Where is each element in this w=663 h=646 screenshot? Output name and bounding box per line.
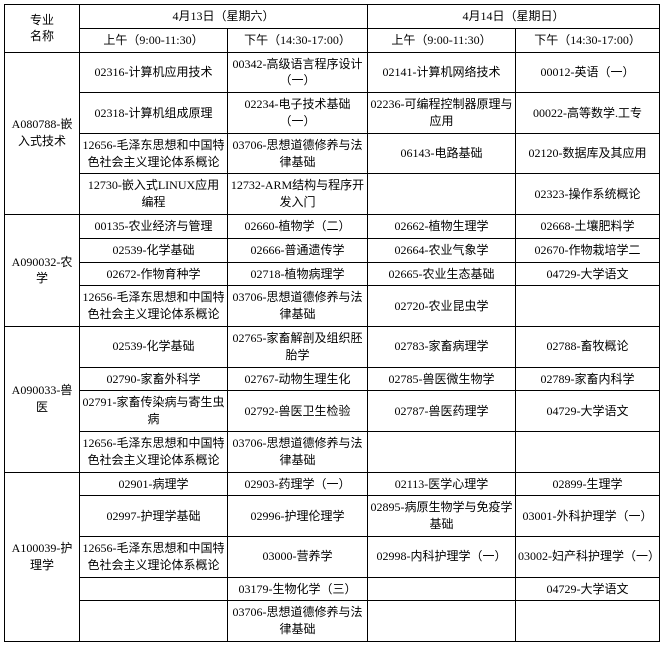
course-cell: 02316-计算机应用技术 bbox=[80, 52, 228, 93]
major-name: A080788-嵌入式技术 bbox=[5, 52, 80, 214]
table-row: 12730-嵌入式LINUX应用编程12732-ARM结构与程序开发入门 0232… bbox=[5, 174, 660, 215]
table-row: 12656-毛泽东思想和中国特色社会主义理论体系概论03706-思想道德修养与法… bbox=[5, 431, 660, 472]
table-row: 02539-化学基础02666-普通遗传学02664-农业气象学02670-作物… bbox=[5, 238, 660, 262]
course-cell: 00342-高级语言程序设计（一） bbox=[228, 52, 368, 93]
header-d2-am: 上午（9:00-11:30） bbox=[368, 28, 516, 52]
course-cell: 02996-护理伦理学 bbox=[228, 496, 368, 537]
course-cell: 03706-思想道德修养与法律基础 bbox=[228, 431, 368, 472]
table-row: A100039-护理学02901-病理学02903-药理学（一）02113-医学… bbox=[5, 472, 660, 496]
course-cell: 02720-农业昆虫学 bbox=[368, 286, 516, 327]
course-cell: 02670-作物栽培学二 bbox=[516, 238, 660, 262]
course-cell bbox=[368, 577, 516, 601]
table-row: A090032-农学00135-农业经济与管理02660-植物学（二）02662… bbox=[5, 214, 660, 238]
course-cell: 00012-英语（一） bbox=[516, 52, 660, 93]
course-cell: 02120-数据库及其应用 bbox=[516, 133, 660, 174]
course-cell bbox=[516, 286, 660, 327]
table-row: 12656-毛泽东思想和中国特色社会主义理论体系概论03706-思想道德修养与法… bbox=[5, 286, 660, 327]
course-cell: 02997-护理学基础 bbox=[80, 496, 228, 537]
course-cell: 02660-植物学（二） bbox=[228, 214, 368, 238]
course-cell: 02113-医学心理学 bbox=[368, 472, 516, 496]
course-cell: 03001-外科护理学（一） bbox=[516, 496, 660, 537]
course-cell bbox=[368, 601, 516, 642]
header-day1: 4月13日（星期六） bbox=[80, 5, 368, 29]
course-cell: 03706-思想道德修养与法律基础 bbox=[228, 286, 368, 327]
table-row: 02790-家畜外科学02767-动物生理生化02785-兽医微生物学02789… bbox=[5, 367, 660, 391]
course-cell: 02665-农业生态基础 bbox=[368, 262, 516, 286]
table-row: A090033-兽医02539-化学基础02765-家畜解剖及组织胚胎学0278… bbox=[5, 326, 660, 367]
header-d1-pm: 下午（14:30-17:00） bbox=[228, 28, 368, 52]
course-cell: 02236-可编程控制器原理与应用 bbox=[368, 93, 516, 134]
table-row: 03706-思想道德修养与法律基础 bbox=[5, 601, 660, 642]
course-cell bbox=[80, 577, 228, 601]
major-name: A090032-农学 bbox=[5, 214, 80, 326]
course-cell: 02785-兽医微生物学 bbox=[368, 367, 516, 391]
course-cell: 06143-电路基础 bbox=[368, 133, 516, 174]
course-cell: 00135-农业经济与管理 bbox=[80, 214, 228, 238]
course-cell: 02788-畜牧概论 bbox=[516, 326, 660, 367]
major-name: A100039-护理学 bbox=[5, 472, 80, 641]
course-cell: 12656-毛泽东思想和中国特色社会主义理论体系概论 bbox=[80, 536, 228, 577]
table-row: 02791-家畜传染病与寄生虫病02792-兽医卫生检验02787-兽医药理学0… bbox=[5, 391, 660, 432]
table-row: 12656-毛泽东思想和中国特色社会主义理论体系概论03706-思想道德修养与法… bbox=[5, 133, 660, 174]
table-row: A080788-嵌入式技术02316-计算机应用技术00342-高级语言程序设计… bbox=[5, 52, 660, 93]
course-cell: 02899-生理学 bbox=[516, 472, 660, 496]
course-cell: 02787-兽医药理学 bbox=[368, 391, 516, 432]
course-cell: 04729-大学语文 bbox=[516, 391, 660, 432]
course-cell bbox=[80, 601, 228, 642]
course-cell: 02141-计算机网络技术 bbox=[368, 52, 516, 93]
course-cell: 03179-生物化学（三） bbox=[228, 577, 368, 601]
course-cell: 02539-化学基础 bbox=[80, 238, 228, 262]
schedule-table: 专业名称4月13日（星期六）4月14日（星期日）上午（9:00-11:30）下午… bbox=[4, 4, 660, 642]
course-cell: 02718-植物病理学 bbox=[228, 262, 368, 286]
course-cell: 02790-家畜外科学 bbox=[80, 367, 228, 391]
header-d1-am: 上午（9:00-11:30） bbox=[80, 28, 228, 52]
course-cell: 02789-家畜内科学 bbox=[516, 367, 660, 391]
course-cell: 02662-植物生理学 bbox=[368, 214, 516, 238]
course-cell: 02765-家畜解剖及组织胚胎学 bbox=[228, 326, 368, 367]
course-cell: 02767-动物生理生化 bbox=[228, 367, 368, 391]
course-cell: 02792-兽医卫生检验 bbox=[228, 391, 368, 432]
course-cell: 02901-病理学 bbox=[80, 472, 228, 496]
course-cell: 03000-营养学 bbox=[228, 536, 368, 577]
course-cell: 03706-思想道德修养与法律基础 bbox=[228, 601, 368, 642]
course-cell: 02672-作物育种学 bbox=[80, 262, 228, 286]
course-cell: 02664-农业气象学 bbox=[368, 238, 516, 262]
course-cell: 00022-高等数学.工专 bbox=[516, 93, 660, 134]
course-cell bbox=[368, 174, 516, 215]
table-row: 02318-计算机组成原理02234-电子技术基础（一）02236-可编程控制器… bbox=[5, 93, 660, 134]
course-cell bbox=[516, 601, 660, 642]
course-cell bbox=[516, 431, 660, 472]
header-day2: 4月14日（星期日） bbox=[368, 5, 660, 29]
course-cell: 12656-毛泽东思想和中国特色社会主义理论体系概论 bbox=[80, 286, 228, 327]
course-cell: 02791-家畜传染病与寄生虫病 bbox=[80, 391, 228, 432]
course-cell: 02903-药理学（一） bbox=[228, 472, 368, 496]
header-d2-pm: 下午（14:30-17:00） bbox=[516, 28, 660, 52]
course-cell: 04729-大学语文 bbox=[516, 262, 660, 286]
table-row: 12656-毛泽东思想和中国特色社会主义理论体系概论03000-营养学02998… bbox=[5, 536, 660, 577]
course-cell: 03706-思想道德修养与法律基础 bbox=[228, 133, 368, 174]
table-row: 02672-作物育种学02718-植物病理学02665-农业生态基础04729-… bbox=[5, 262, 660, 286]
table-row: 02997-护理学基础02996-护理伦理学02895-病原生物学与免疫学基础0… bbox=[5, 496, 660, 537]
course-cell: 12656-毛泽东思想和中国特色社会主义理论体系概论 bbox=[80, 133, 228, 174]
course-cell: 04729-大学语文 bbox=[516, 577, 660, 601]
course-cell: 02666-普通遗传学 bbox=[228, 238, 368, 262]
course-cell: 12656-毛泽东思想和中国特色社会主义理论体系概论 bbox=[80, 431, 228, 472]
course-cell: 12730-嵌入式LINUX应用编程 bbox=[80, 174, 228, 215]
course-cell: 02539-化学基础 bbox=[80, 326, 228, 367]
table-row: 03179-生物化学（三） 04729-大学语文 bbox=[5, 577, 660, 601]
course-cell: 02895-病原生物学与免疫学基础 bbox=[368, 496, 516, 537]
course-cell: 03002-妇产科护理学（一） bbox=[516, 536, 660, 577]
course-cell: 02323-操作系统概论 bbox=[516, 174, 660, 215]
course-cell bbox=[368, 431, 516, 472]
course-cell: 02783-家畜病理学 bbox=[368, 326, 516, 367]
course-cell: 02234-电子技术基础（一） bbox=[228, 93, 368, 134]
course-cell: 02998-内科护理学（一） bbox=[368, 536, 516, 577]
course-cell: 02318-计算机组成原理 bbox=[80, 93, 228, 134]
major-name: A090033-兽医 bbox=[5, 326, 80, 472]
header-major-label: 专业名称 bbox=[5, 5, 80, 53]
course-cell: 02668-土壤肥料学 bbox=[516, 214, 660, 238]
course-cell: 12732-ARM结构与程序开发入门 bbox=[228, 174, 368, 215]
